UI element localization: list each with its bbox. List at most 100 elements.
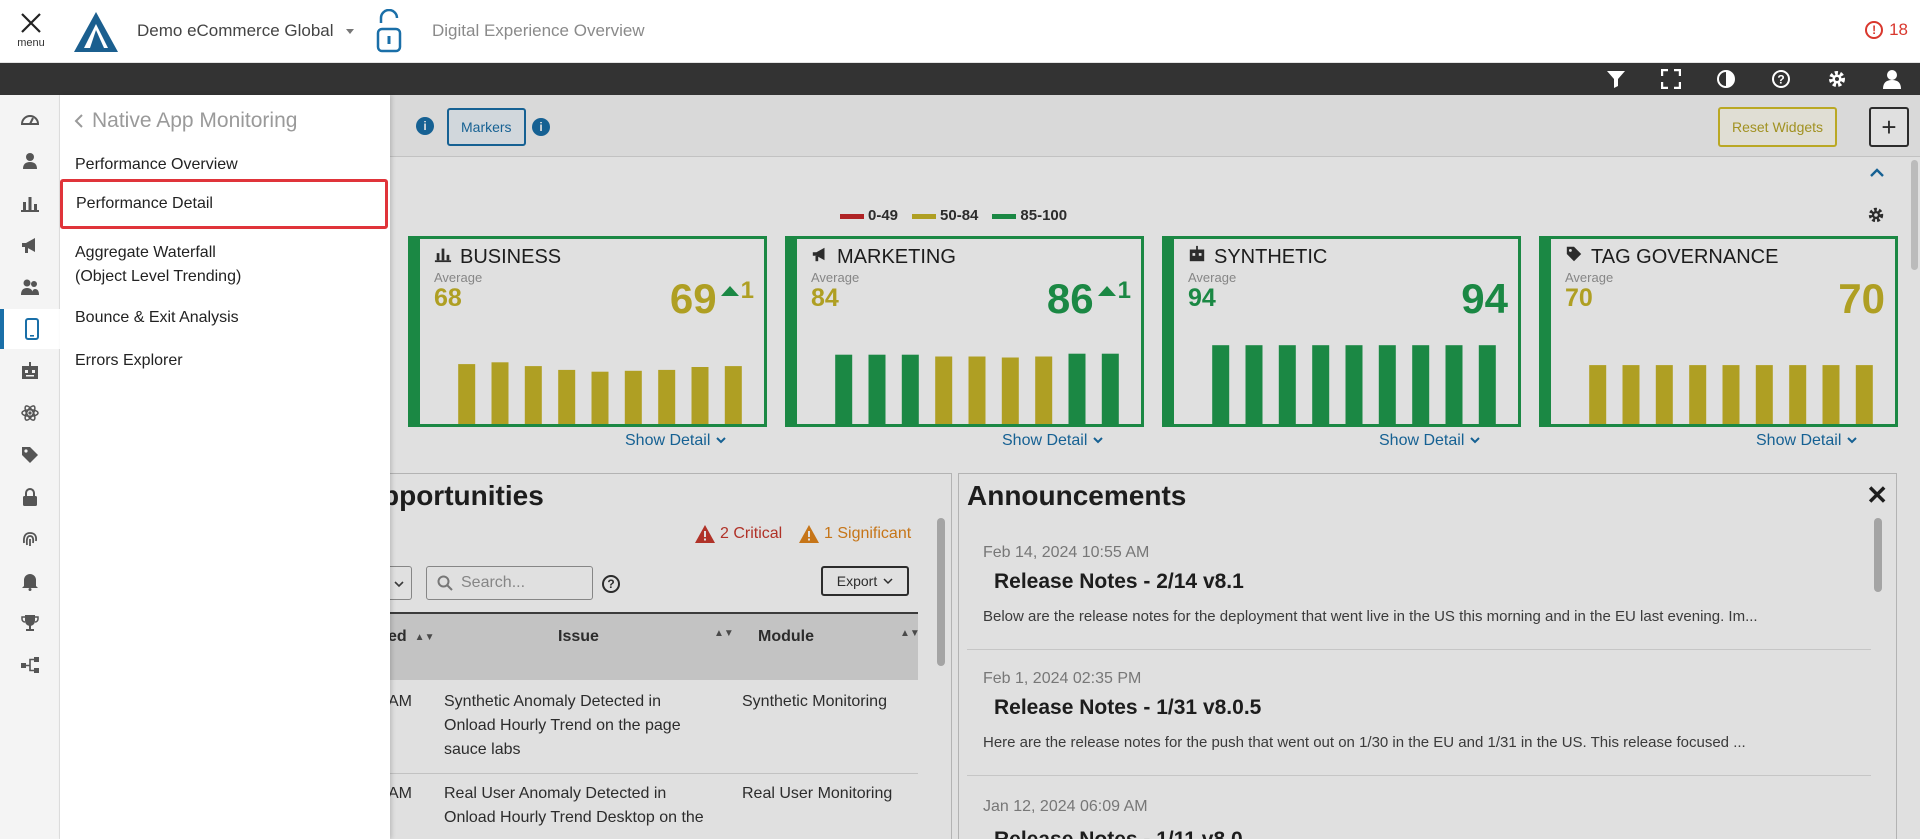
trend-bar[interactable] <box>1589 365 1607 424</box>
trend-bar[interactable] <box>558 369 576 424</box>
reset-widgets-button[interactable]: Reset Widgets <box>1718 107 1838 147</box>
trend-bar[interactable] <box>835 354 853 424</box>
trend-bar[interactable] <box>658 369 676 424</box>
announcement-headline[interactable]: Release Notes - 1/31 v8.0.5 <box>994 696 1262 719</box>
scrollbar[interactable] <box>937 518 945 666</box>
trend-bar[interactable] <box>868 354 886 424</box>
user-monitor-icon[interactable] <box>0 141 60 181</box>
page-scrollbar[interactable] <box>1911 160 1918 270</box>
trend-bar[interactable] <box>935 356 953 425</box>
trend-bar[interactable] <box>1822 365 1840 424</box>
trend-bar[interactable] <box>691 367 709 424</box>
sort-icon[interactable]: ▲▼ <box>900 628 920 639</box>
org-selector[interactable]: Demo eCommerce Global <box>137 21 334 40</box>
info-icon[interactable]: i <box>416 117 434 135</box>
export-button[interactable]: Export <box>821 566 909 596</box>
trend-bar[interactable] <box>1212 345 1230 424</box>
fingerprint-icon[interactable] <box>0 519 60 559</box>
submenu-item-performance-detail[interactable]: Performance Detail <box>60 179 388 229</box>
trend-bar[interactable] <box>1035 356 1053 425</box>
widget-settings-icon[interactable] <box>1867 206 1885 224</box>
trend-bar[interactable] <box>491 362 509 424</box>
trend-bar[interactable] <box>1722 365 1740 424</box>
trend-bar[interactable] <box>1001 357 1019 425</box>
trend-bar[interactable] <box>1068 353 1086 424</box>
critical-badge[interactable]: 2 Critical <box>694 524 782 544</box>
trophy-icon[interactable] <box>0 603 60 643</box>
trend-bar[interactable] <box>1101 353 1119 424</box>
trend-bar[interactable] <box>1378 345 1396 424</box>
workflow-icon[interactable] <box>0 645 60 685</box>
announcement-item[interactable]: Feb 14, 2024 10:55 AM Release Notes - 2/… <box>967 534 1871 650</box>
submenu-item-performance-overview[interactable]: Performance Overview <box>75 156 238 173</box>
trend-bar[interactable] <box>1755 365 1773 424</box>
trend-bar[interactable] <box>1278 345 1296 424</box>
unlock-icon[interactable] <box>375 9 405 53</box>
contrast-icon[interactable] <box>1715 68 1737 90</box>
chevron-up-icon[interactable] <box>1868 165 1886 179</box>
bar-chart-icon[interactable] <box>0 183 60 223</box>
trend-bar[interactable] <box>1445 345 1463 424</box>
trend-bar[interactable] <box>1312 345 1330 424</box>
user-icon[interactable] <box>1881 68 1903 90</box>
trend-bar[interactable] <box>1345 345 1363 424</box>
trend-bar[interactable] <box>591 371 609 424</box>
submenu-item-aggregate-waterfall[interactable]: Aggregate Waterfall (Object Level Trendi… <box>75 241 241 289</box>
help-icon[interactable]: ? <box>1770 68 1792 90</box>
trend-bar[interactable] <box>524 366 542 424</box>
bell-icon[interactable] <box>0 561 60 601</box>
trend-bar[interactable] <box>1245 345 1263 424</box>
markers-button[interactable]: Markers <box>447 108 526 146</box>
announcement-item[interactable]: Feb 1, 2024 02:35 PM Release Notes - 1/3… <box>967 660 1871 776</box>
tags-icon[interactable] <box>0 435 60 475</box>
table-row[interactable]: AM Synthetic Anomaly Detected in Onload … <box>390 682 918 774</box>
announcement-item[interactable]: Jan 12, 2024 06:09 AM Release Notes - 1/… <box>967 788 1871 839</box>
trend-bar[interactable] <box>624 370 642 424</box>
search-input[interactable]: Search... <box>426 566 593 600</box>
announcement-headline[interactable]: Release Notes - 1/11 v8.0 <box>994 828 1243 839</box>
show-detail-link[interactable]: Show Detail <box>1379 432 1481 450</box>
trend-bar[interactable] <box>1789 365 1807 424</box>
users-icon[interactable] <box>0 267 60 307</box>
mobile-icon[interactable] <box>0 309 60 349</box>
trend-bar[interactable] <box>1412 345 1430 424</box>
gear-icon[interactable] <box>1826 68 1848 90</box>
score-card-marketing[interactable]: MARKETING Average 84 86 1 <box>785 236 1144 427</box>
column-header-module[interactable]: Module <box>758 628 814 645</box>
trend-bar[interactable] <box>1655 365 1673 424</box>
fullscreen-icon[interactable] <box>1660 68 1682 90</box>
show-detail-link[interactable]: Show Detail <box>1002 432 1104 450</box>
column-header-detected[interactable]: ed ▲▼ <box>390 628 435 645</box>
submenu-item-errors-explorer[interactable]: Errors Explorer <box>75 352 183 369</box>
sort-icon[interactable]: ▲▼ <box>714 628 734 639</box>
show-detail-link[interactable]: Show Detail <box>625 432 727 450</box>
table-row[interactable]: AM Real User Anomaly Detected in Onload … <box>390 774 918 839</box>
score-card-synthetic[interactable]: SYNTHETIC Average 94 94 <box>1162 236 1521 427</box>
trend-bar[interactable] <box>901 354 919 424</box>
back-button[interactable]: Native App Monitoring <box>74 109 297 133</box>
megaphone-icon[interactable] <box>0 225 60 265</box>
lock-icon[interactable] <box>0 477 60 517</box>
trend-bar[interactable] <box>968 356 986 425</box>
submenu-item-bounce-exit[interactable]: Bounce & Exit Analysis <box>75 309 239 326</box>
markers-info-icon[interactable]: i <box>532 118 550 136</box>
menu-button[interactable]: menu <box>10 12 52 60</box>
trend-bar[interactable] <box>1689 365 1707 424</box>
show-detail-link[interactable]: Show Detail <box>1756 432 1858 450</box>
add-widget-button[interactable]: + <box>1869 107 1909 147</box>
score-card-tag-governance[interactable]: TAG GOVERNANCE Average 70 70 <box>1539 236 1898 427</box>
trend-bar[interactable] <box>724 366 742 424</box>
atom-icon[interactable] <box>0 393 60 433</box>
help-icon[interactable]: ? <box>602 575 620 593</box>
robot-icon[interactable] <box>0 351 60 391</box>
close-icon[interactable]: ✕ <box>1866 480 1888 510</box>
trend-bar[interactable] <box>1855 365 1873 424</box>
trend-bar[interactable] <box>1622 365 1640 424</box>
trend-bar[interactable] <box>1478 345 1496 424</box>
filter-select[interactable] <box>390 566 412 600</box>
score-card-business[interactable]: BUSINESS Average 68 69 1 <box>408 236 767 427</box>
significant-badge[interactable]: 1 Significant <box>798 524 911 544</box>
scrollbar[interactable] <box>1874 518 1882 592</box>
dashboard-icon[interactable] <box>0 99 60 139</box>
trend-bar[interactable] <box>458 364 476 424</box>
